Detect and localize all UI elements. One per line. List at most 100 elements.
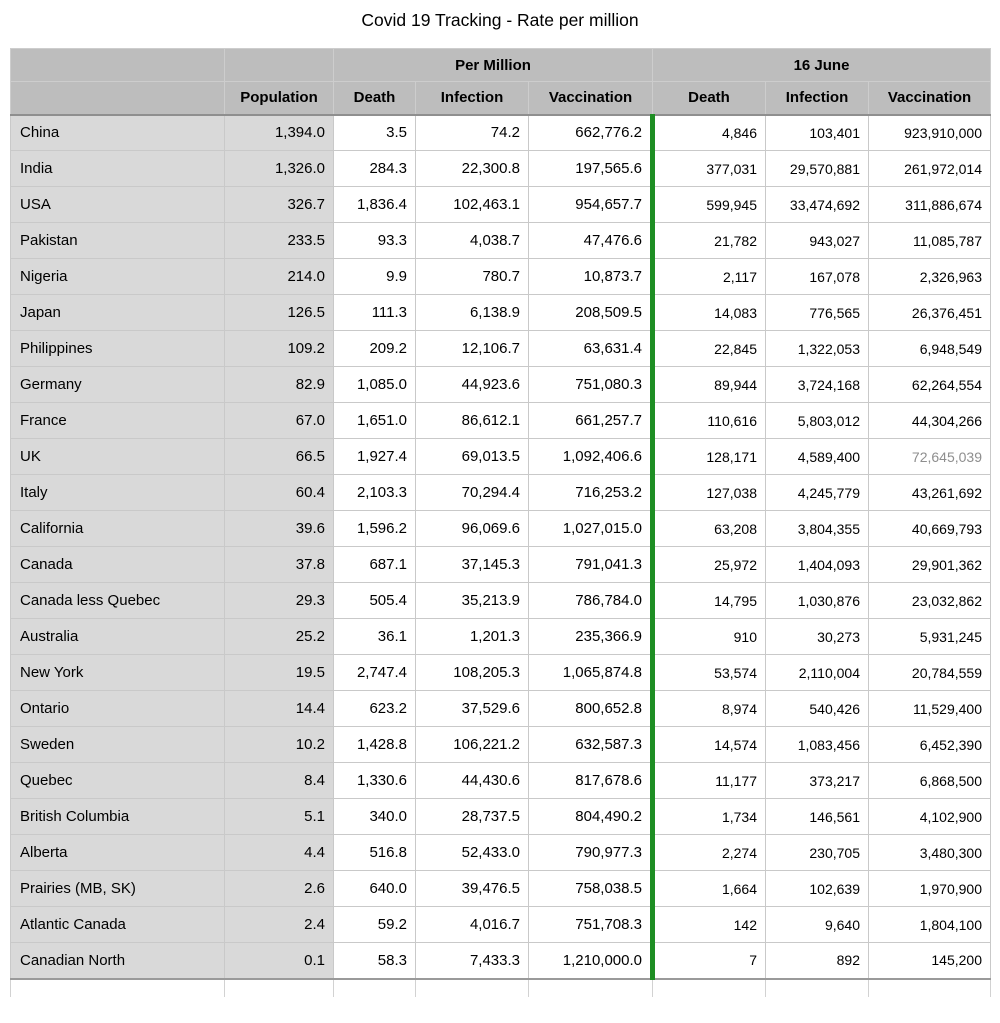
empty-cell[interactable]	[333, 977, 416, 997]
cell-j16-death[interactable]: 4,846	[650, 114, 766, 151]
cell-j16-death[interactable]: 110,616	[650, 402, 766, 439]
cell-j16-infection[interactable]: 1,083,456	[765, 726, 869, 763]
cell-j16-infection[interactable]: 33,474,692	[765, 186, 869, 223]
cell-name[interactable]: Italy	[10, 474, 225, 511]
cell-j16-vaccination[interactable]: 72,645,039	[868, 438, 991, 475]
cell-pm-death[interactable]: 623.2	[333, 690, 416, 727]
cell-name[interactable]: New York	[10, 654, 225, 691]
cell-pm-vaccination[interactable]: 661,257.7	[528, 402, 653, 439]
cell-j16-infection[interactable]: 30,273	[765, 618, 869, 655]
cell-name[interactable]: Nigeria	[10, 258, 225, 295]
cell-name[interactable]: China	[10, 114, 225, 151]
cell-pm-vaccination[interactable]: 1,065,874.8	[528, 654, 653, 691]
cell-j16-vaccination[interactable]: 5,931,245	[868, 618, 991, 655]
cell-pm-death[interactable]: 209.2	[333, 330, 416, 367]
cell-name[interactable]: Atlantic Canada	[10, 906, 225, 943]
cell-j16-infection[interactable]: 4,245,779	[765, 474, 869, 511]
cell-j16-death[interactable]: 11,177	[650, 762, 766, 799]
cell-pm-infection[interactable]: 86,612.1	[415, 402, 529, 439]
cell-j16-vaccination[interactable]: 29,901,362	[868, 546, 991, 583]
cell-j16-death[interactable]: 14,083	[650, 294, 766, 331]
cell-pm-infection[interactable]: 108,205.3	[415, 654, 529, 691]
cell-j16-infection[interactable]: 1,404,093	[765, 546, 869, 583]
cell-j16-infection[interactable]: 2,110,004	[765, 654, 869, 691]
cell-j16-vaccination[interactable]: 40,669,793	[868, 510, 991, 547]
cell-j16-vaccination[interactable]: 923,910,000	[868, 114, 991, 151]
cell-pm-infection[interactable]: 1,201.3	[415, 618, 529, 655]
cell-j16-infection[interactable]: 5,803,012	[765, 402, 869, 439]
cell-j16-vaccination[interactable]: 62,264,554	[868, 366, 991, 403]
column-header-pm-vaccination[interactable]: Vaccination	[528, 81, 653, 116]
cell-j16-death[interactable]: 377,031	[650, 150, 766, 187]
cell-pm-death[interactable]: 1,651.0	[333, 402, 416, 439]
cell-j16-infection[interactable]: 1,030,876	[765, 582, 869, 619]
cell-name[interactable]: Prairies (MB, SK)	[10, 870, 225, 907]
cell-pm-vaccination[interactable]: 235,366.9	[528, 618, 653, 655]
empty-cell[interactable]	[868, 977, 991, 997]
cell-pm-infection[interactable]: 7,433.3	[415, 942, 529, 979]
cell-name[interactable]: Sweden	[10, 726, 225, 763]
cell-population[interactable]: 233.5	[224, 222, 334, 259]
cell-j16-death[interactable]: 53,574	[650, 654, 766, 691]
cell-j16-death[interactable]: 89,944	[650, 366, 766, 403]
cell-pm-vaccination[interactable]: 954,657.7	[528, 186, 653, 223]
cell-pm-vaccination[interactable]: 791,041.3	[528, 546, 653, 583]
cell-j16-infection[interactable]: 3,804,355	[765, 510, 869, 547]
cell-population[interactable]: 67.0	[224, 402, 334, 439]
cell-pm-infection[interactable]: 69,013.5	[415, 438, 529, 475]
cell-j16-vaccination[interactable]: 6,948,549	[868, 330, 991, 367]
cell-pm-infection[interactable]: 96,069.6	[415, 510, 529, 547]
cell-j16-infection[interactable]: 540,426	[765, 690, 869, 727]
cell-name[interactable]: British Columbia	[10, 798, 225, 835]
cell-pm-vaccination[interactable]: 800,652.8	[528, 690, 653, 727]
cell-population[interactable]: 37.8	[224, 546, 334, 583]
cell-name[interactable]: USA	[10, 186, 225, 223]
cell-j16-vaccination[interactable]: 6,868,500	[868, 762, 991, 799]
cell-j16-infection[interactable]: 776,565	[765, 294, 869, 331]
group-header-16-june[interactable]: 16 June	[652, 48, 991, 82]
cell-pm-death[interactable]: 687.1	[333, 546, 416, 583]
cell-j16-death[interactable]: 14,574	[650, 726, 766, 763]
cell-name[interactable]: Canadian North	[10, 942, 225, 979]
cell-population[interactable]: 2.6	[224, 870, 334, 907]
cell-pm-vaccination[interactable]: 786,784.0	[528, 582, 653, 619]
cell-j16-infection[interactable]: 230,705	[765, 834, 869, 871]
cell-j16-vaccination[interactable]: 3,480,300	[868, 834, 991, 871]
cell-j16-vaccination[interactable]: 11,085,787	[868, 222, 991, 259]
cell-j16-death[interactable]: 142	[650, 906, 766, 943]
cell-name[interactable]: Pakistan	[10, 222, 225, 259]
column-header-j16-infection[interactable]: Infection	[765, 81, 869, 116]
cell-pm-death[interactable]: 111.3	[333, 294, 416, 331]
column-header-blank[interactable]	[10, 81, 225, 116]
empty-cell[interactable]	[224, 977, 334, 997]
cell-pm-death[interactable]: 340.0	[333, 798, 416, 835]
cell-pm-death[interactable]: 1,927.4	[333, 438, 416, 475]
cell-population[interactable]: 39.6	[224, 510, 334, 547]
cell-population[interactable]: 326.7	[224, 186, 334, 223]
cell-pm-infection[interactable]: 22,300.8	[415, 150, 529, 187]
cell-pm-vaccination[interactable]: 804,490.2	[528, 798, 653, 835]
cell-j16-death[interactable]: 2,117	[650, 258, 766, 295]
group-header-per-million[interactable]: Per Million	[333, 48, 653, 82]
cell-name[interactable]: Canada less Quebec	[10, 582, 225, 619]
cell-name[interactable]: Alberta	[10, 834, 225, 871]
empty-cell[interactable]	[528, 977, 653, 997]
column-header-pm-infection[interactable]: Infection	[415, 81, 529, 116]
cell-j16-infection[interactable]: 9,640	[765, 906, 869, 943]
cell-pm-vaccination[interactable]: 632,587.3	[528, 726, 653, 763]
cell-population[interactable]: 25.2	[224, 618, 334, 655]
cell-j16-death[interactable]: 128,171	[650, 438, 766, 475]
cell-pm-vaccination[interactable]: 208,509.5	[528, 294, 653, 331]
cell-pm-death[interactable]: 1,085.0	[333, 366, 416, 403]
cell-population[interactable]: 4.4	[224, 834, 334, 871]
column-header-pm-death[interactable]: Death	[333, 81, 416, 116]
cell-name[interactable]: Australia	[10, 618, 225, 655]
cell-pm-vaccination[interactable]: 758,038.5	[528, 870, 653, 907]
cell-j16-vaccination[interactable]: 44,304,266	[868, 402, 991, 439]
cell-pm-infection[interactable]: 106,221.2	[415, 726, 529, 763]
cell-population[interactable]: 109.2	[224, 330, 334, 367]
cell-j16-vaccination[interactable]: 311,886,674	[868, 186, 991, 223]
cell-population[interactable]: 82.9	[224, 366, 334, 403]
cell-j16-infection[interactable]: 1,322,053	[765, 330, 869, 367]
cell-pm-vaccination[interactable]: 1,210,000.0	[528, 942, 653, 979]
